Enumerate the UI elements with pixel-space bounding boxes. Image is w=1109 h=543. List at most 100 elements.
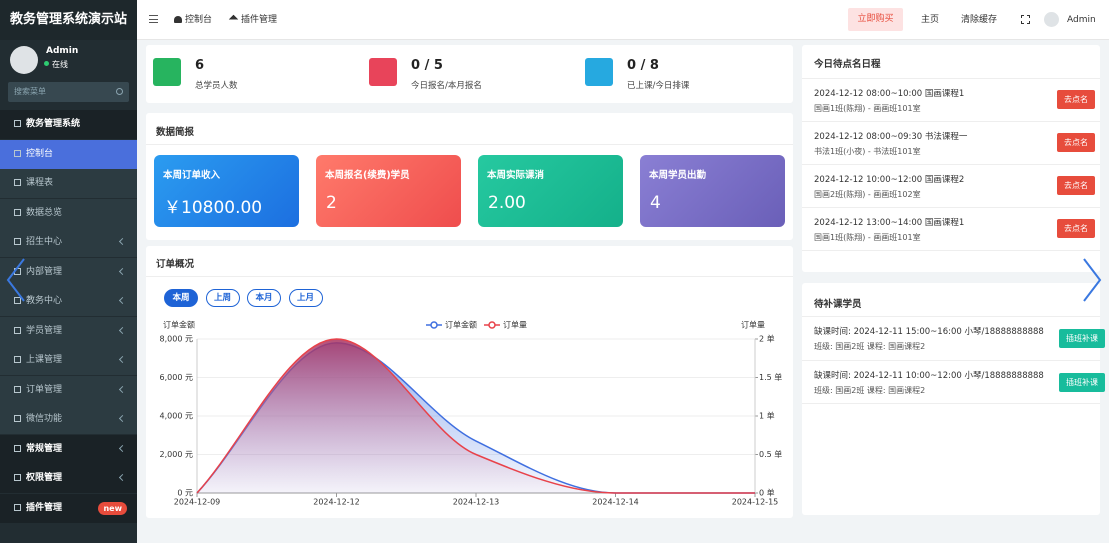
call-button[interactable]: 去点名 [1057, 133, 1095, 152]
menu-label: 常规管理 [26, 443, 63, 454]
card-value: 2 [326, 193, 337, 213]
menu-item[interactable]: 课程表 [0, 169, 137, 198]
menu-label: 教务管理系统 [26, 119, 81, 129]
menu-icon [14, 444, 21, 452]
line [196, 338, 755, 494]
menu-label: 上课管理 [26, 355, 63, 365]
x-tick-label: 2024-12-09 [174, 498, 221, 507]
menu-label: 控制台 [26, 148, 54, 159]
card-title: 本周实际课消 [487, 170, 545, 181]
panel-title: 待补课学员 [814, 299, 862, 310]
menu-item[interactable]: 订单管理 [0, 375, 137, 405]
filter-button[interactable]: 上月 [288, 289, 323, 307]
search-icon [116, 88, 123, 95]
schedule-class: 国画1班(陈翔) - 画画班101室 [814, 104, 921, 113]
menu-item[interactable]: 控制台 [0, 139, 137, 169]
y2-tick-label: 0.5 单 [759, 449, 782, 459]
menu-icon [14, 179, 21, 186]
stat-label: 已上课/今日排课 [627, 81, 690, 91]
report-card: 本周学员出勤 4 [640, 155, 785, 227]
nav-link[interactable]: 清除缓存 [961, 15, 998, 25]
call-button[interactable]: 去点名 [1057, 219, 1095, 238]
menu-item[interactable]: 权限管理 [0, 464, 137, 493]
area [197, 339, 755, 493]
search-box[interactable]: 搜索菜单 [8, 82, 129, 102]
x-tick-label: 2024-12-14 [592, 498, 639, 507]
menu-label: 插件管理 [26, 502, 63, 513]
menu-icon [14, 149, 21, 157]
expand-arrow [118, 355, 127, 364]
expand-arrow [118, 326, 127, 334]
nav-link[interactable]: 主页 [921, 15, 940, 25]
menu-icon [14, 356, 21, 363]
y2-tick-label: 1.5 单 [759, 372, 782, 382]
makeup-time: 缺课时间: 2024-12-11 15:00~16:00 小琴/18888888… [814, 327, 1044, 337]
schedule-item: 2024-12-12 13:00~14:00 数学课程一去点名 [802, 250, 1100, 251]
card-value: ￥10800.00 [164, 198, 263, 218]
carousel-prev[interactable] [4, 255, 28, 305]
stat-value: 6 [195, 58, 205, 73]
legend-label: 订单金额 [445, 320, 477, 330]
schedule-item: 2024-12-12 08:00~10:00 国画课程1 国画1班(陈翔) - 画… [802, 78, 1100, 121]
y-axis-name: 订单金额 [163, 320, 195, 330]
menu-icon [14, 326, 21, 334]
schedule-time: 2024-12-12 10:00~12:00 国画课程2 [814, 175, 965, 185]
panel-title: 订单概况 [156, 259, 195, 270]
y2-axis-name: 订单量 [741, 320, 765, 330]
schedule-class: 书法1班(小夜) - 书法班101室 [814, 147, 921, 156]
menu-item[interactable]: 插件管理 new [0, 493, 137, 523]
schedule-panel [802, 45, 1100, 272]
order-chart: 0 元 2,000 元 4,000 元 6,000 元 8,000 元 0 单 0.5 单 1… [160, 320, 783, 507]
stat-icon [585, 58, 613, 86]
tab[interactable]: 控制台 [185, 15, 213, 25]
filter-button[interactable]: 本月 [247, 289, 281, 307]
user-status: 在线 [52, 60, 68, 69]
divider [146, 144, 793, 145]
schedule-item: 2024-12-12 13:00~14:00 国画课程1 国画1班(陈翔) - 画… [802, 207, 1100, 250]
stat-label: 总学员人数 [195, 81, 238, 91]
call-button[interactable]: 去点名 [1057, 176, 1095, 195]
schedule-class: 国画1班(陈翔) - 画画班101室 [814, 233, 921, 242]
panel-title: 今日待点名日程 [814, 59, 881, 70]
makeup-item: 缺课时间: 2024-12-11 10:00~12:00 小琴/18888888… [802, 360, 1105, 404]
menu-toggle[interactable] [149, 15, 158, 23]
menu-item[interactable]: 常规管理 [0, 434, 137, 464]
makeup-panel [802, 283, 1100, 515]
menu-label: 内部管理 [26, 266, 63, 277]
menu-label: 订单管理 [26, 384, 63, 395]
makeup-button[interactable]: 插班补课 [1059, 373, 1105, 392]
filter-button[interactable]: 上周 [205, 289, 240, 307]
menu-item[interactable]: 数据总览 [0, 198, 137, 228]
buy-button[interactable]: 立即购买 [848, 8, 903, 31]
menu-icon [14, 238, 21, 245]
carousel-next[interactable] [1080, 255, 1104, 305]
menu-item[interactable]: 上课管理 [0, 346, 137, 375]
arrow [1083, 258, 1102, 302]
y-tick-label: 6,000 元 [160, 373, 193, 382]
fullscreen-icon[interactable] [1021, 15, 1030, 24]
menu-item[interactable]: 微信功能 [0, 405, 137, 434]
legend-label: 订单量 [503, 320, 527, 330]
y2-tick-label: 0 单 [759, 488, 775, 498]
makeup-class: 班级: 国画2班 课程: 国画课程2 [814, 342, 926, 351]
stat-icon [153, 58, 181, 86]
makeup-button[interactable]: 插班补课 [1059, 329, 1105, 348]
schedule-time: 2024-12-12 13:00~14:00 国画课程1 [814, 218, 965, 228]
tab[interactable]: 插件管理 [241, 15, 278, 25]
menu-item[interactable]: 教务中心 [0, 287, 137, 316]
legend-marker [430, 321, 438, 329]
menu-item[interactable]: 教务管理系统 [0, 110, 137, 139]
avatar [10, 46, 38, 74]
menu-label: 微信功能 [26, 414, 63, 424]
menu-item[interactable]: 内部管理 [0, 257, 137, 287]
filter-button[interactable]: 本周 [164, 289, 198, 307]
schedule-time: 2024-12-12 08:00~10:00 国画课程1 [814, 89, 965, 99]
menu-label: 课程表 [26, 178, 54, 188]
makeup-item: 缺课时间: 2024-12-11 15:00~16:00 小琴/18888888… [802, 316, 1105, 360]
user-name[interactable]: Admin [1067, 15, 1096, 25]
brand: 教务管理系统演示站 [0, 0, 137, 40]
menu-item[interactable]: 招生中心 [0, 228, 137, 257]
call-button[interactable]: 去点名 [1057, 90, 1095, 109]
menu-item[interactable]: 学员管理 [0, 316, 137, 346]
schedule-time: 2024-12-12 08:00~09:30 书法课程一 [814, 132, 968, 142]
